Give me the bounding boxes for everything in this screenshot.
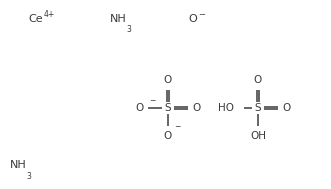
Text: −: − bbox=[198, 10, 205, 19]
Text: −: − bbox=[149, 97, 155, 105]
Text: 3: 3 bbox=[126, 25, 131, 34]
Text: O: O bbox=[164, 75, 172, 85]
Text: OH: OH bbox=[250, 131, 266, 141]
Text: O: O bbox=[254, 75, 262, 85]
Text: O: O bbox=[192, 103, 200, 113]
Text: O: O bbox=[136, 103, 144, 113]
Text: S: S bbox=[165, 103, 171, 113]
Text: O: O bbox=[282, 103, 290, 113]
Text: 3: 3 bbox=[26, 172, 31, 181]
Text: O: O bbox=[188, 14, 197, 24]
Text: 4+: 4+ bbox=[44, 10, 55, 19]
Text: NH: NH bbox=[110, 14, 127, 24]
Text: S: S bbox=[255, 103, 261, 113]
Text: Ce: Ce bbox=[28, 14, 43, 24]
Text: −: − bbox=[174, 122, 180, 132]
Text: HO: HO bbox=[218, 103, 234, 113]
Text: NH: NH bbox=[10, 160, 27, 170]
Text: O: O bbox=[164, 131, 172, 141]
